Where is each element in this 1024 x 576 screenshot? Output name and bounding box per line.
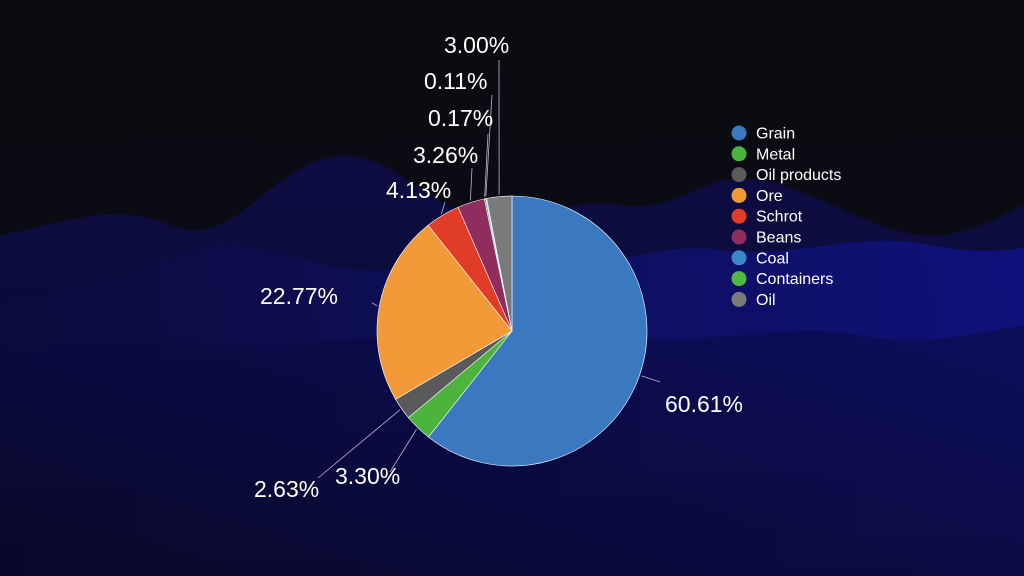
leader-line-beans xyxy=(469,167,473,201)
legend-item-grain: Grain xyxy=(731,125,795,143)
leader-lines xyxy=(317,59,661,479)
legend-label-ore: Ore xyxy=(756,188,783,205)
legend: Grain Metal Oil products Ore Schrot Beans Coal… xyxy=(731,125,841,309)
legend-swatch-ore xyxy=(731,187,747,203)
legend-item-oil: Oil xyxy=(731,291,776,309)
legend-swatch-beans xyxy=(731,229,747,245)
legend-label-containers: Containers xyxy=(756,271,833,288)
pie-slice-ore xyxy=(376,224,513,400)
leader-line-containers xyxy=(485,94,493,197)
legend-swatch-coal xyxy=(731,250,747,266)
data-label-metal: 3.30% xyxy=(335,463,400,489)
legend-label-metal: Metal xyxy=(756,146,795,163)
legend-swatch-oil xyxy=(731,291,747,307)
data-label-coal: 0.17% xyxy=(428,105,493,131)
data-label-ore: 22.77% xyxy=(260,283,338,309)
leader-line-ore xyxy=(371,302,378,307)
legend-item-schrot: Schrot xyxy=(731,208,803,226)
legend-swatch-grain xyxy=(731,125,747,141)
data-labels: 60.61% 3.30% 2.63% 22.77% 4.13% 3.26% 0.17% 0.1… xyxy=(254,32,743,502)
pie-slice-oil xyxy=(486,195,513,332)
legend-label-schrot: Schrot xyxy=(756,209,803,226)
leader-line-coal xyxy=(484,133,489,197)
pie-slice-grain xyxy=(428,195,648,467)
pie-slices xyxy=(376,195,648,467)
legend-item-oil-products: Oil products xyxy=(731,167,841,184)
leader-line-schrot xyxy=(441,201,446,214)
legend-item-beans: Beans xyxy=(731,229,801,247)
legend-item-ore: Ore xyxy=(731,187,783,205)
legend-swatch-oil-products xyxy=(731,167,747,183)
legend-item-containers: Containers xyxy=(731,271,833,288)
legend-swatch-containers xyxy=(731,271,747,287)
data-label-beans: 3.26% xyxy=(413,142,478,168)
data-label-schrot: 4.13% xyxy=(386,177,451,203)
legend-swatch-schrot xyxy=(731,208,747,224)
data-label-containers: 0.11% xyxy=(424,68,488,94)
legend-label-oil-products: Oil products xyxy=(756,167,841,184)
legend-label-coal: Coal xyxy=(756,250,789,267)
leader-line-grain xyxy=(641,375,661,383)
legend-label-grain: Grain xyxy=(756,126,795,143)
data-label-oil-products: 2.63% xyxy=(254,476,319,502)
legend-swatch-metal xyxy=(731,146,747,162)
data-label-grain: 60.61% xyxy=(665,391,743,417)
legend-label-beans: Beans xyxy=(756,230,801,247)
data-label-oil: 3.00% xyxy=(444,32,509,58)
leader-line-oil-products xyxy=(317,409,401,479)
legend-item-coal: Coal xyxy=(731,250,789,267)
legend-label-oil: Oil xyxy=(756,292,776,309)
legend-item-metal: Metal xyxy=(731,146,795,163)
leader-line-metal xyxy=(389,429,417,473)
